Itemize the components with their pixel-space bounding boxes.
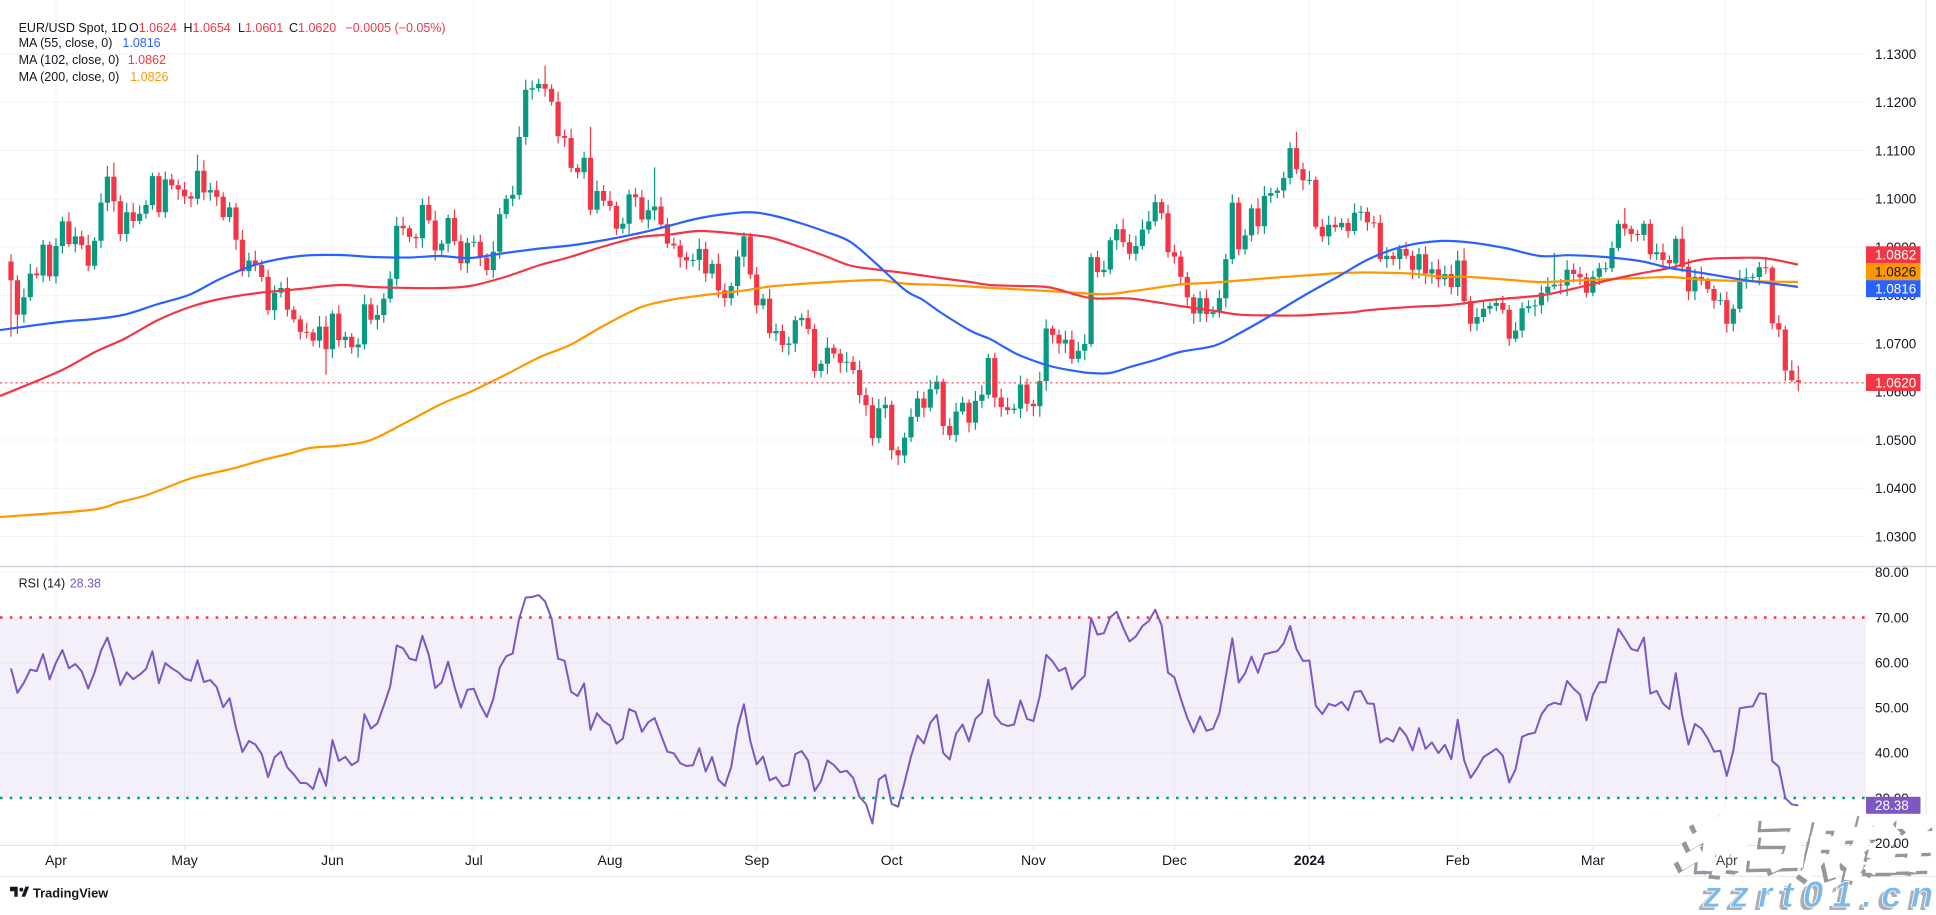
svg-text:20.00: 20.00 [1875, 836, 1909, 851]
svg-text:Aug: Aug [598, 852, 623, 868]
svg-text:Apr: Apr [1716, 852, 1738, 868]
svg-text:50.00: 50.00 [1875, 701, 1909, 716]
svg-text:1.0816: 1.0816 [1875, 282, 1916, 297]
svg-text:70.00: 70.00 [1875, 610, 1909, 625]
svg-text:Apr: Apr [45, 852, 67, 868]
svg-text:MA (200, close, 0)1.0826: MA (200, close, 0) 1.0826 [19, 70, 169, 84]
svg-text:MA (102, close, 0)1.0862: MA (102, close, 0) 1.0862 [19, 53, 166, 67]
svg-text:1.1100: 1.1100 [1875, 143, 1915, 158]
svg-text:May: May [171, 852, 197, 868]
svg-text:40.00: 40.00 [1875, 746, 1909, 761]
svg-text:1.0500: 1.0500 [1875, 433, 1916, 448]
svg-text:1.1000: 1.1000 [1875, 192, 1916, 207]
svg-text:Mar: Mar [1581, 852, 1605, 868]
svg-text:1.0400: 1.0400 [1875, 481, 1916, 496]
svg-text:Oct: Oct [881, 852, 903, 868]
svg-text:1.0700: 1.0700 [1875, 336, 1916, 351]
svg-text:60.00: 60.00 [1875, 655, 1909, 670]
svg-text:Feb: Feb [1446, 852, 1470, 868]
svg-text:80.00: 80.00 [1875, 565, 1909, 580]
svg-text:Sep: Sep [744, 852, 769, 868]
svg-text:Jun: Jun [321, 852, 344, 868]
svg-text:Dec: Dec [1162, 852, 1187, 868]
svg-text:Nov: Nov [1021, 852, 1046, 868]
svg-text:1.1300: 1.1300 [1875, 47, 1916, 62]
svg-text:2024: 2024 [1294, 852, 1325, 868]
svg-text:zzrt01.cn: zzrt01.cn [1702, 874, 1936, 910]
svg-text:1.1200: 1.1200 [1875, 95, 1916, 110]
svg-text:1.0862: 1.0862 [1875, 248, 1916, 263]
svg-text:RSI (14)28.38: RSI (14) 28.38 [19, 577, 101, 591]
svg-text:1.0620: 1.0620 [1875, 375, 1916, 390]
svg-text:28.38: 28.38 [1875, 798, 1909, 813]
svg-text:MA (55, close, 0)1.0816: MA (55, close, 0) 1.0816 [19, 36, 161, 50]
svg-text:1.0826: 1.0826 [1875, 265, 1916, 280]
svg-text:TradingView: TradingView [33, 885, 108, 900]
svg-text:Jul: Jul [465, 852, 483, 868]
svg-text:1.0300: 1.0300 [1875, 529, 1916, 544]
svg-text:zzrt01.cn: zzrt01.cn [1698, 877, 1936, 910]
